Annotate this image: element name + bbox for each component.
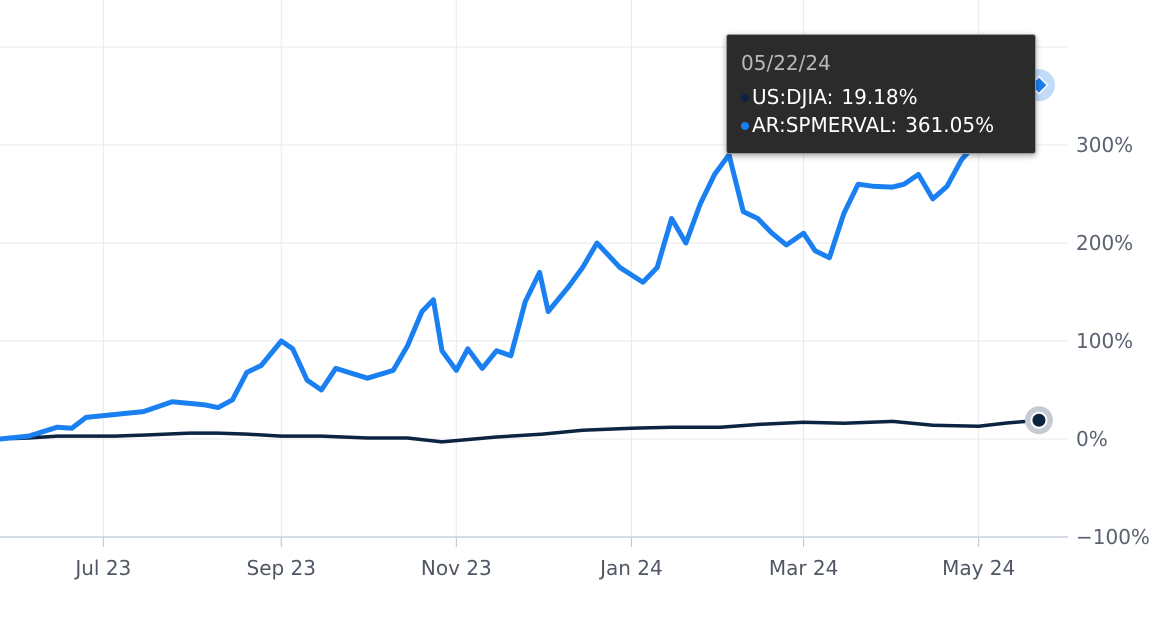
y-tick-label: 300% [1076,133,1133,157]
tooltip-series-name: AR:SPMERVAL: [752,113,898,137]
x-tick-label: Mar 24 [769,556,839,580]
series-lines [0,82,1042,444]
djia-series-line [0,418,1041,444]
djia-hover-marker [1030,411,1048,429]
x-tick-label: Nov 23 [421,556,492,580]
tooltip-series-name: US:DJIA: [752,85,834,109]
x-tick-label: Sep 23 [247,556,317,580]
y-tick-label: 0% [1076,427,1108,451]
x-axis-ticks: Jul 23 Sep 23 Nov 23 Jan 24 Mar 24 May 24 [73,556,1015,580]
y-tick-label: −100% [1076,525,1150,549]
djia-legend-dot [741,94,749,102]
x-tick-label: May 24 [942,556,1015,580]
merval-series-line [0,82,1042,442]
tooltip-row-djia: US:DJIA: 19.18% [741,83,1035,111]
merval-legend-dot [741,122,749,130]
y-tick-label: 100% [1076,329,1133,353]
x-tick-label: Jul 23 [73,556,131,580]
x-tick-label: Jan 24 [598,556,663,580]
tooltip-row-merval: AR:SPMERVAL: 361.05% [741,111,1035,139]
tooltip-series-value: 19.18% [841,85,918,109]
tooltip-series-value: 361.05% [905,113,995,137]
y-tick-label: 200% [1076,231,1133,255]
hover-tooltip: 05/22/24 US:DJIA: 19.18% AR:SPMERVAL: 36… [726,34,1036,154]
tooltip-date: 05/22/24 [741,51,831,75]
y-axis-ticks: 300% 200% 100% 0% −100% [1076,133,1150,549]
